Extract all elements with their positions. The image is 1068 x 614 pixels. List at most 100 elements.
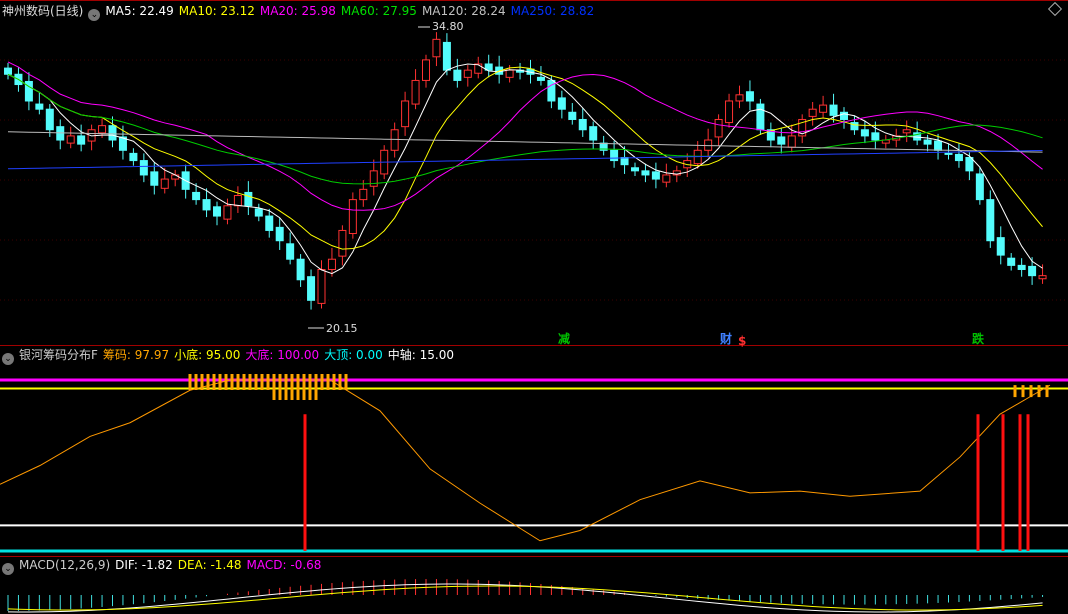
candle-body — [317, 268, 326, 304]
dropdown-icon[interactable]: ⌄ — [2, 563, 14, 575]
candle-body — [35, 103, 44, 110]
indicator-title: 银河筹码分布F — [19, 348, 98, 362]
ma-value-3: MA60: 27.95 — [340, 4, 417, 18]
candle-body — [254, 208, 263, 217]
candle-body — [954, 153, 963, 162]
candle-body — [934, 140, 943, 151]
candle-body — [118, 136, 127, 151]
candle-body — [777, 136, 786, 145]
candle-body — [244, 191, 253, 207]
candle-body — [233, 195, 242, 207]
candle-body — [944, 152, 953, 155]
candle-body — [714, 118, 723, 138]
candle-body — [725, 100, 734, 124]
ma-value-0: MA5: 22.49 — [105, 4, 174, 18]
indicator-value-4: 中轴: 15.00 — [387, 348, 454, 362]
candle-body — [923, 139, 932, 145]
candle-body — [505, 69, 514, 78]
candle-body — [547, 79, 556, 102]
candle-body — [24, 80, 33, 102]
candle-body — [986, 199, 995, 242]
candle-body — [662, 174, 671, 183]
main-panel-header: 神州数码(日线) ⌄ MA5: 22.49 MA10: 23.12 MA20: 25.9… — [2, 2, 604, 21]
candle-body — [641, 170, 650, 176]
candle-body — [129, 152, 138, 162]
candle-body — [578, 118, 587, 131]
candle-body — [1038, 275, 1047, 280]
candle-body — [1028, 265, 1037, 277]
candle-body — [620, 156, 629, 166]
candle-body — [1007, 257, 1016, 266]
candle-body — [45, 108, 54, 131]
dropdown-icon[interactable]: ⌄ — [2, 353, 14, 365]
indicator-value-3: 大顶: 0.00 — [324, 348, 383, 362]
candle-body — [213, 206, 221, 217]
candle-body — [369, 170, 378, 187]
candle-body — [327, 258, 336, 270]
high-price-label: 34.80 — [432, 20, 464, 33]
candle-body — [975, 173, 984, 201]
candle-body — [756, 103, 765, 131]
candle-body — [996, 237, 1005, 256]
ma20-line — [7, 61, 1043, 211]
macd-value-1: DEA: -1.48 — [177, 558, 242, 572]
indicator-value-0: 筹码: 97.97 — [102, 348, 170, 362]
candle-body — [766, 129, 775, 141]
indicator-panel-header: ⌄ 银河筹码分布F 筹码: 97.97 小底: 95.00 大底: 100.00 大顶: … — [2, 346, 464, 365]
candle-body — [4, 67, 12, 75]
candle-body — [557, 97, 566, 110]
candle-body — [77, 135, 86, 145]
candle-body — [265, 215, 274, 231]
candle-body — [965, 156, 974, 172]
signal-drop: 跌 — [972, 332, 985, 346]
candle-body — [66, 135, 75, 144]
signal-dollar: $ — [738, 334, 747, 348]
candle-body — [631, 167, 639, 172]
macd-value-2: MACD: -0.68 — [246, 558, 322, 572]
candle-body — [171, 174, 180, 180]
candle-body — [463, 69, 472, 78]
ma-value-5: MA250: 28.82 — [510, 4, 595, 18]
macd-value-0: DIF: -1.82 — [115, 558, 173, 572]
macd-title: MACD(12,26,9) — [19, 558, 111, 572]
signal-finance: 财 — [720, 332, 733, 346]
candle-body — [296, 258, 305, 281]
candle-body — [672, 170, 681, 176]
indicator-value-1: 小底: 95.00 — [174, 348, 241, 362]
candle-body — [338, 229, 347, 257]
candle-body — [275, 226, 284, 242]
candle-body — [787, 135, 796, 148]
candle-body — [359, 188, 368, 201]
candle-body — [871, 132, 880, 141]
candle-body — [735, 94, 744, 102]
candle-body — [850, 122, 859, 131]
candle-body — [651, 171, 660, 180]
ma-value-1: MA10: 23.12 — [178, 4, 255, 18]
candle-body — [390, 129, 399, 151]
ma-value-4: MA120: 28.24 — [421, 4, 506, 18]
candle-body — [860, 129, 869, 137]
candle-body — [411, 79, 420, 105]
candle-body — [829, 104, 838, 116]
candle-body — [286, 243, 295, 260]
candle-body — [160, 178, 169, 189]
stock-title: 神州数码(日线) — [2, 4, 84, 18]
candle-body — [139, 160, 148, 176]
candle-body — [474, 63, 483, 74]
candle-body — [223, 205, 232, 220]
candle-body — [307, 276, 316, 301]
indicator-value-2: 大底: 100.00 — [245, 348, 320, 362]
candle-body — [422, 59, 430, 81]
candle-body — [401, 100, 410, 128]
candle-body — [819, 104, 828, 113]
candle-body — [108, 125, 117, 141]
dropdown-icon[interactable]: ⌄ — [88, 9, 101, 21]
signal-reduce: 减 — [558, 332, 571, 346]
candle-body — [808, 108, 817, 117]
ma5-line — [7, 63, 1043, 275]
low-price-label: 20.15 — [326, 322, 358, 335]
dif-line — [7, 583, 1043, 613]
candle-body — [745, 91, 754, 102]
candle-body — [902, 129, 911, 134]
